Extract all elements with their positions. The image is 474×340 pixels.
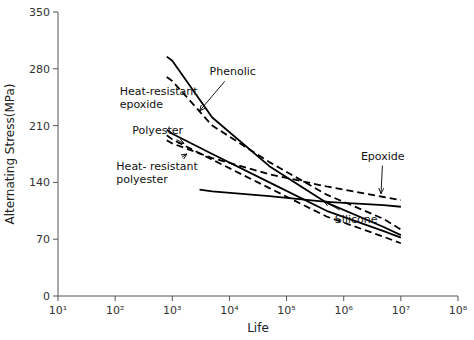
annotation-line: Phenolic [210, 65, 256, 78]
y-axis-line [58, 12, 59, 296]
annotation-line: Heat-resistant [120, 85, 199, 98]
annotation-text: Phenolic [210, 65, 256, 78]
annotation-arrow [381, 166, 382, 194]
annotation-text: Heat-resistantepoxide [120, 85, 199, 111]
series-line [200, 190, 401, 207]
y-tick [53, 182, 58, 183]
annotation-arrow [182, 154, 187, 157]
x-tick [115, 296, 116, 301]
y-tick [53, 239, 58, 240]
annotation-text: Polyester [132, 124, 183, 137]
annotations: Phenolic Heat-resistantepoxide Polyester He… [116, 65, 404, 226]
x-tick [458, 296, 459, 301]
annotation-line: Polyester [132, 124, 183, 137]
chart: 10¹ 10² 10³ 10⁴ 10⁵ 10⁶ 10⁷ 10⁸ 0 70 140 210 280 350 L… [0, 0, 474, 340]
x-tick-label: 10⁸ [449, 304, 468, 317]
y-tick-label: 0 [43, 290, 50, 303]
x-tick [286, 296, 287, 301]
annotation-arrow [177, 140, 184, 144]
x-axis-line [58, 296, 458, 297]
y-tick [53, 68, 58, 69]
x-axis-label: Life [247, 321, 269, 335]
x-tick [343, 296, 344, 301]
annotation-line: Epoxide [361, 150, 405, 163]
annotation-text: Heat- resistantpolyester [116, 160, 198, 186]
x-tick-label: 10³ [163, 304, 181, 317]
y-tick [53, 296, 58, 297]
x-tick-label: 10² [106, 304, 124, 317]
annotation-line: Heat- resistant [116, 160, 198, 173]
x-tick-label: 10¹ [49, 304, 67, 317]
series-line [167, 57, 401, 236]
y-tick-label: 350 [29, 6, 50, 19]
annotation-text: Epoxide [361, 150, 405, 163]
annotation-text: Silicone [335, 213, 378, 226]
axes: 10¹ 10² 10³ 10⁴ 10⁵ 10⁶ 10⁷ 10⁸ 0 70 140 210 280 350 [29, 6, 468, 317]
x-tick [229, 296, 230, 301]
x-tick-label: 10⁴ [220, 304, 239, 317]
y-tick [53, 12, 58, 13]
annotation-line: epoxide [120, 98, 164, 111]
y-tick-label: 140 [29, 176, 50, 189]
x-tick [400, 296, 401, 301]
x-tick [172, 296, 173, 301]
y-tick-label: 280 [29, 63, 50, 76]
y-tick-label: 70 [36, 233, 50, 246]
x-tick-label: 10⁷ [392, 304, 410, 317]
x-tick-label: 10⁵ [277, 304, 295, 317]
y-tick-label: 210 [29, 120, 50, 133]
y-tick [53, 125, 58, 126]
x-tick [58, 296, 59, 301]
annotation-line: Silicone [335, 213, 378, 226]
series-line [167, 130, 401, 238]
y-axis-label: Alternating Stress(MPa) [3, 83, 17, 224]
annotation-line: polyester [116, 173, 168, 186]
annotation-arrow [200, 81, 225, 111]
x-tick-label: 10⁶ [335, 304, 354, 317]
annotation-arrow [324, 201, 340, 210]
